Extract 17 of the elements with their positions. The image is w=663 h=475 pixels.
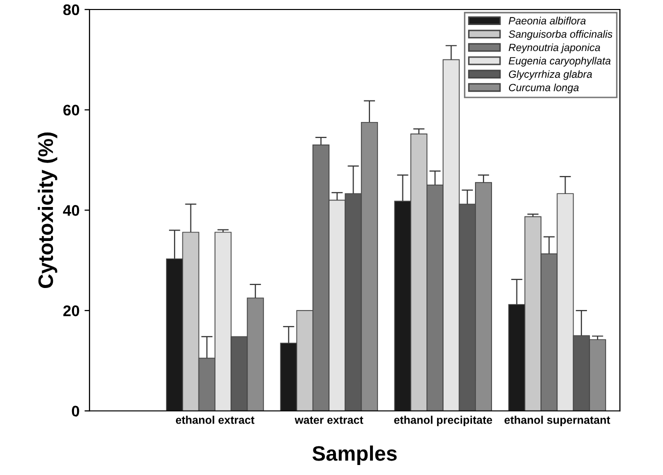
x-tick-label: water extract	[294, 416, 364, 424]
legend-label: Curcuma longa	[508, 84, 579, 94]
y-tick-label: 20	[63, 305, 80, 316]
y-tick-label: 80	[63, 4, 80, 16]
x-tick-label: ethanol supernatant	[504, 416, 610, 426]
legend-label: Eugenia caryophyllata	[508, 56, 611, 67]
x-tick-label: ethanol extract	[176, 416, 254, 424]
y-tick-label: 40	[63, 205, 80, 216]
legend-label: Reynoutria japonica	[508, 44, 600, 54]
x-tick-label: ethanol precipitate	[394, 416, 492, 426]
legend-label: Sanguisorba officinalis	[508, 30, 612, 40]
legend-label: Glycyrrhiza glabra	[508, 70, 592, 80]
x-axis-title: Samples	[312, 446, 397, 465]
y-axis-title: Cytotoxicity (%)	[38, 132, 58, 288]
legend-label: Paeonia albiflora	[508, 16, 586, 24]
y-tick-label: 0	[72, 406, 80, 417]
y-tick-label: 60	[63, 104, 80, 116]
